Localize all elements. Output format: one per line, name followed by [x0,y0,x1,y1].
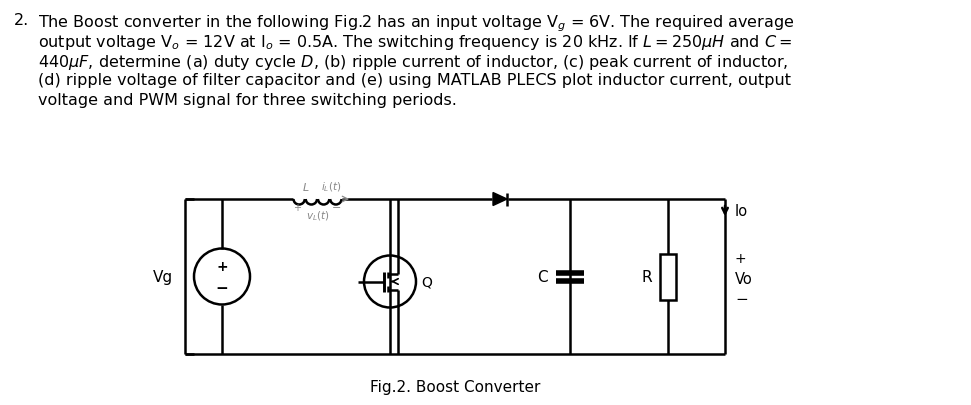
Text: C: C [537,269,548,284]
Text: +: + [735,252,747,266]
Text: The Boost converter in the following Fig.2 has an input voltage V$_g$ = 6V. The : The Boost converter in the following Fig… [38,13,794,34]
Text: $i_L(t)$: $i_L(t)$ [321,180,342,193]
Text: Fig.2. Boost Converter: Fig.2. Boost Converter [370,379,540,394]
Text: $L$: $L$ [302,181,310,192]
Bar [660,254,676,300]
Text: $v_L(t)$: $v_L(t)$ [306,209,329,222]
Text: $440\mu F$, determine (a) duty cycle $D$, (b) ripple current of inductor, (c) pe: $440\mu F$, determine (a) duty cycle $D$… [38,53,788,72]
Text: Io: Io [735,204,748,219]
Text: (d) ripple voltage of filter capacitor and (e) using MATLAB PLECS plot inductor : (d) ripple voltage of filter capacitor a… [38,73,791,88]
Text: R: R [642,269,652,284]
Text: Vo: Vo [735,271,753,286]
Text: 2.: 2. [14,13,29,28]
Text: +: + [293,202,301,213]
Text: Q: Q [421,275,432,289]
Text: +: + [217,260,228,274]
Text: −: − [735,291,748,306]
Text: Vg: Vg [152,269,173,284]
Polygon shape [493,193,507,206]
Text: output voltage V$_o$ = 12V at I$_o$ = 0.5A. The switching frequency is 20 kHz. I: output voltage V$_o$ = 12V at I$_o$ = 0.… [38,33,792,52]
Text: −: − [332,202,342,213]
Text: −: − [216,280,228,295]
Text: voltage and PWM signal for three switching periods.: voltage and PWM signal for three switchi… [38,93,457,108]
